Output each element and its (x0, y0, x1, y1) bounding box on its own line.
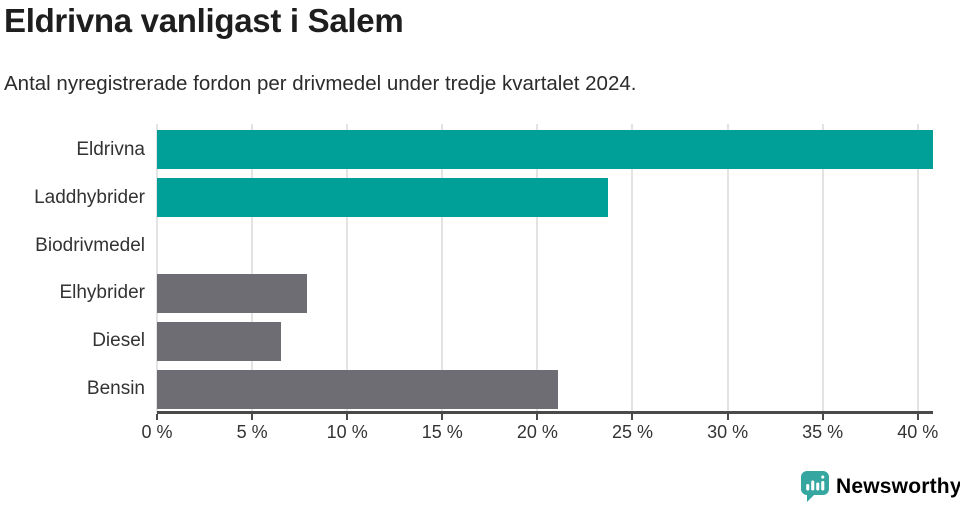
x-axis-tick-25 (631, 414, 634, 420)
bar-elhybrider (157, 273, 308, 313)
chart-subtitle: Antal nyregistrerade fordon per drivmede… (4, 72, 637, 95)
gridline-15 (441, 124, 444, 413)
gridline-20 (536, 124, 539, 413)
x-axis-tick-0 (156, 414, 158, 420)
x-axis-line (157, 411, 933, 414)
bar-chart-speech-bubble-icon (801, 471, 829, 502)
bar-bensin (157, 369, 559, 409)
gridline-30 (726, 124, 729, 413)
x-axis-tick-5 (251, 414, 254, 420)
x-axis-tick-label-10: 10 % (326, 422, 368, 442)
gridline-40 (916, 124, 919, 413)
gridline-0 (156, 124, 158, 413)
x-axis-tick-35 (821, 414, 824, 420)
bar-eldrivna (157, 130, 933, 170)
category-label-eldrivna: Eldrivna (76, 138, 145, 160)
bar-diesel (157, 321, 281, 361)
chart-title: Eldrivna vanligast i Salem (4, 2, 404, 39)
category-label-elhybrider: Elhybrider (59, 282, 145, 304)
category-label-diesel: Diesel (92, 330, 145, 352)
gridline-10 (346, 124, 349, 413)
x-axis-tick-label-20: 20 % (516, 422, 558, 442)
x-axis-tick-20 (536, 414, 539, 420)
x-axis-tick-label-25: 25 % (611, 422, 653, 442)
x-axis-tick-label-35: 35 % (802, 422, 844, 442)
category-label-laddhybrider: Laddhybrider (34, 186, 145, 208)
x-axis-tick-10 (346, 414, 349, 420)
x-axis-tick-15 (441, 414, 444, 420)
newsworthy-logo[interactable]: Newsworthy (801, 471, 960, 502)
bar-laddhybrider (157, 178, 608, 218)
x-axis-tick-label-15: 15 % (421, 422, 463, 442)
plot-area: 0 % 5 % 10 % 15 % 20 % 25 % 30 % 35 % 40 % (141, 124, 938, 442)
category-label-bensin: Bensin (86, 378, 145, 400)
newsworthy-wordmark: Newsworthy (836, 474, 960, 498)
x-axis-tick-label-30: 30 % (707, 422, 749, 442)
x-axis-tick-30 (726, 414, 729, 420)
x-axis-tick-label-0: 0 % (141, 422, 173, 442)
category-axis: Eldrivna Laddhybrider Biodrivmedel Elhybrid… (0, 126, 145, 413)
gridline-5 (251, 124, 254, 413)
x-axis-tick-label-40: 40 % (897, 422, 939, 442)
x-axis-tick-label-5: 5 % (236, 422, 268, 442)
category-label-biodrivmedel: Biodrivmedel (35, 234, 145, 256)
gridline-25 (631, 124, 634, 413)
gridline-35 (821, 124, 824, 413)
x-axis-tick-40 (916, 414, 919, 420)
